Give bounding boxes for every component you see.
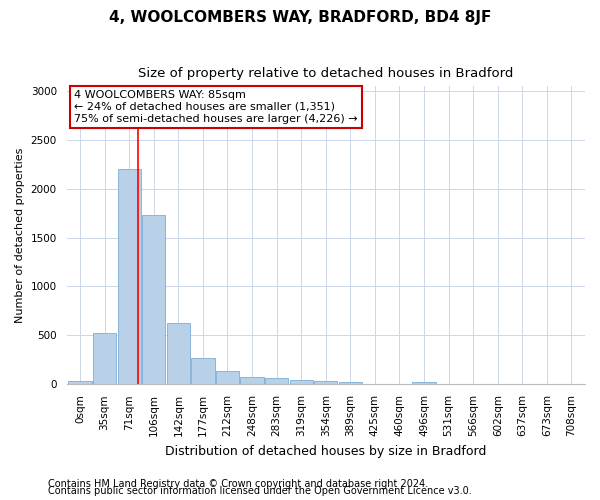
Bar xyxy=(118,169,141,384)
Bar xyxy=(216,371,239,384)
Bar xyxy=(338,382,362,384)
Text: Contains HM Land Registry data © Crown copyright and database right 2024.: Contains HM Land Registry data © Crown c… xyxy=(48,479,428,489)
Bar xyxy=(412,382,436,384)
Bar xyxy=(167,322,190,384)
Y-axis label: Number of detached properties: Number of detached properties xyxy=(15,148,25,323)
Text: Contains public sector information licensed under the Open Government Licence v3: Contains public sector information licen… xyxy=(48,486,472,496)
Bar xyxy=(265,378,288,384)
Bar xyxy=(290,380,313,384)
Bar xyxy=(142,215,166,384)
Text: 4, WOOLCOMBERS WAY, BRADFORD, BD4 8JF: 4, WOOLCOMBERS WAY, BRADFORD, BD4 8JF xyxy=(109,10,491,25)
Title: Size of property relative to detached houses in Bradford: Size of property relative to detached ho… xyxy=(138,68,514,80)
Bar xyxy=(314,382,337,384)
Bar xyxy=(241,377,264,384)
Bar xyxy=(93,334,116,384)
Text: 4 WOOLCOMBERS WAY: 85sqm
← 24% of detached houses are smaller (1,351)
75% of sem: 4 WOOLCOMBERS WAY: 85sqm ← 24% of detach… xyxy=(74,90,358,124)
Bar xyxy=(191,358,215,384)
Bar xyxy=(68,382,92,384)
X-axis label: Distribution of detached houses by size in Bradford: Distribution of detached houses by size … xyxy=(165,444,487,458)
